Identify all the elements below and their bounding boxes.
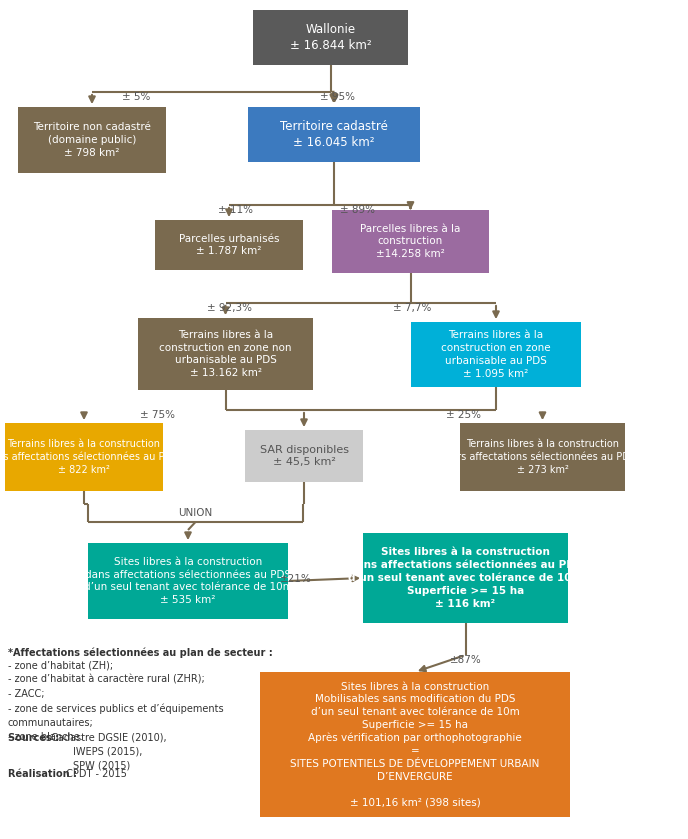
Text: Wallonie
± 16.844 km²: Wallonie ± 16.844 km² xyxy=(290,23,372,52)
FancyBboxPatch shape xyxy=(245,430,363,482)
Text: Terrains libres à la
construction en zone
urbanisable au PDS
± 1.095 km²: Terrains libres à la construction en zon… xyxy=(441,331,551,378)
Text: Terrains libres à la construction
hors affectations sélectionnées au PDS*
± 273 : Terrains libres à la construction hors a… xyxy=(444,439,641,475)
FancyBboxPatch shape xyxy=(155,220,303,270)
Text: ± 95%: ± 95% xyxy=(320,92,355,102)
FancyBboxPatch shape xyxy=(332,210,489,273)
Text: SAR disponibles
± 45,5 km²: SAR disponibles ± 45,5 km² xyxy=(259,445,349,467)
Text: ± 7,7%: ± 7,7% xyxy=(393,303,431,313)
Text: UNION: UNION xyxy=(178,508,213,518)
FancyBboxPatch shape xyxy=(260,672,570,817)
FancyBboxPatch shape xyxy=(460,423,625,491)
FancyBboxPatch shape xyxy=(253,10,408,65)
Text: - zone d’habitat (ZH);
- zone d’habitat à caractère rural (ZHR);
- ZACC;
- zone : - zone d’habitat (ZH); - zone d’habitat … xyxy=(8,661,224,742)
Text: ± 11%: ± 11% xyxy=(218,205,253,215)
Text: ± 75%: ± 75% xyxy=(140,410,175,420)
FancyBboxPatch shape xyxy=(138,318,313,390)
Text: ± 5%: ± 5% xyxy=(122,92,150,102)
Text: Terrains libres à la construction
dans affectations sélectionnées au PDS*
± 822 : Terrains libres à la construction dans a… xyxy=(0,439,183,475)
Text: Réalisation :: Réalisation : xyxy=(8,769,77,779)
FancyBboxPatch shape xyxy=(18,107,166,173)
Text: Terrains libres à la
construction en zone non
urbanisable au PDS
± 13.162 km²: Terrains libres à la construction en zon… xyxy=(159,330,292,378)
Text: *Affectations sélectionnées au plan de secteur :: *Affectations sélectionnées au plan de s… xyxy=(8,648,272,659)
FancyBboxPatch shape xyxy=(5,423,163,491)
Text: ± 89%: ± 89% xyxy=(340,205,375,215)
FancyBboxPatch shape xyxy=(88,543,288,619)
FancyBboxPatch shape xyxy=(363,533,568,623)
Text: Cadastre DGSIE (2010),
        IWEPS (2015),
        SPW (2015): Cadastre DGSIE (2010), IWEPS (2015), SPW… xyxy=(48,733,166,771)
Text: CPDT - 2015: CPDT - 2015 xyxy=(63,769,127,779)
Text: ± 25%: ± 25% xyxy=(447,410,482,420)
Text: Parcelles urbanisés
± 1.787 km²: Parcelles urbanisés ± 1.787 km² xyxy=(179,233,279,257)
FancyBboxPatch shape xyxy=(411,322,581,387)
Text: Parcelles libres à la
construction
±14.258 km²: Parcelles libres à la construction ±14.2… xyxy=(361,224,461,259)
Text: Sites libres à la construction
Mobilisables sans modification du PDS
d’un seul t: Sites libres à la construction Mobilisab… xyxy=(290,681,539,807)
Text: Territoire non cadastré
(domaine public)
± 798 km²: Territoire non cadastré (domaine public)… xyxy=(33,122,151,158)
FancyBboxPatch shape xyxy=(248,107,420,162)
Text: ±87%: ±87% xyxy=(450,655,482,665)
Text: ± 92,3%: ± 92,3% xyxy=(207,303,252,313)
Text: Sources :: Sources : xyxy=(8,733,59,743)
Text: Sites libres à la construction
dans affectations sélectionnées au PDS
d’un seul : Sites libres à la construction dans affe… xyxy=(348,547,583,608)
Text: ±21%: ±21% xyxy=(280,574,312,584)
Text: Territoire cadastré
± 16.045 km²: Territoire cadastré ± 16.045 km² xyxy=(280,120,388,149)
Text: Sites libres à la construction
dans affectations sélectionnées au PDS
d’un seul : Sites libres à la construction dans affe… xyxy=(84,557,292,605)
